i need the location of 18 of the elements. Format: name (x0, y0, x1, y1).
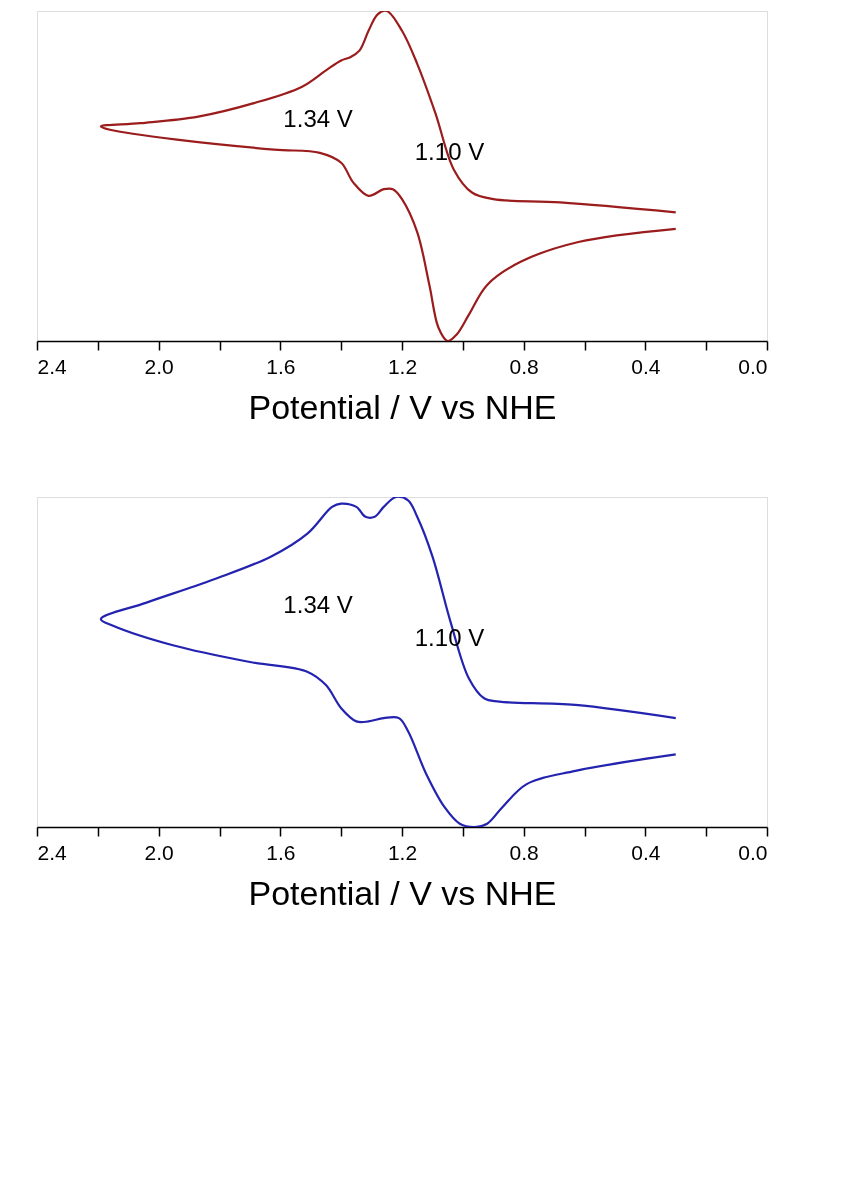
x-tick-label: 2.0 (144, 840, 174, 864)
x-axis-title: Potential / V vs NHE (248, 873, 557, 912)
x-tick-label: 2.4 (37, 354, 68, 378)
x-tick-label: 1.2 (387, 354, 418, 378)
x-tick-label: 0.0 (738, 354, 768, 378)
x-tick-label: 0.8 (509, 840, 539, 864)
annotation: 1.34 V (283, 590, 353, 618)
x-tick-label: 0.4 (631, 354, 661, 378)
x-tick-label: 2.0 (144, 354, 174, 378)
x-tick-label: 1.2 (387, 840, 418, 864)
x-tick-label: 0.4 (631, 840, 661, 864)
x-tick-label: 0.0 (738, 840, 768, 864)
x-axis-title: Potential / V vs NHE (248, 387, 557, 426)
x-tick-label: 1.6 (266, 354, 296, 378)
annotation: 1.34 V (283, 104, 353, 132)
x-tick-label: 2.4 (37, 840, 68, 864)
x-tick-label: 0.8 (509, 354, 539, 378)
x-tick-label: 1.6 (266, 840, 296, 864)
